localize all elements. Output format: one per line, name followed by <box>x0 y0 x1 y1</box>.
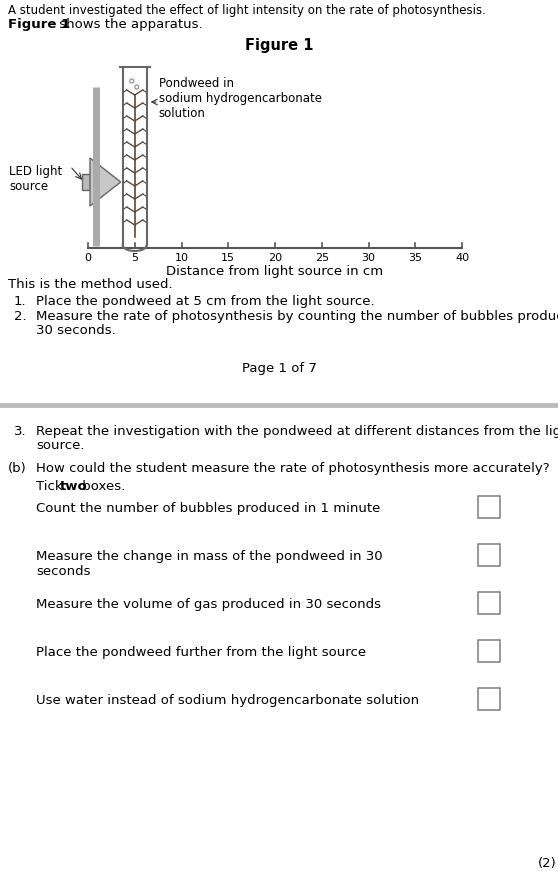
Text: source.: source. <box>36 439 84 452</box>
Text: Measure the change in mass of the pondweed in 30
seconds: Measure the change in mass of the pondwe… <box>36 550 383 578</box>
Text: Count the number of bubbles produced in 1 minute: Count the number of bubbles produced in … <box>36 502 381 515</box>
Text: 20: 20 <box>268 253 282 263</box>
Bar <box>478 640 500 662</box>
Text: Figure 1: Figure 1 <box>245 38 313 53</box>
Text: Use water instead of sodium hydrogencarbonate solution: Use water instead of sodium hydrogencarb… <box>36 694 419 707</box>
Text: 25: 25 <box>315 253 329 263</box>
Text: 30 seconds.: 30 seconds. <box>36 324 116 337</box>
Text: This is the method used.: This is the method used. <box>8 278 172 291</box>
Text: shows the apparatus.: shows the apparatus. <box>55 18 203 31</box>
Text: (2): (2) <box>538 857 557 870</box>
Bar <box>478 688 500 710</box>
Bar <box>478 592 500 614</box>
Text: 30: 30 <box>362 253 376 263</box>
Text: (b): (b) <box>8 462 27 475</box>
Text: Repeat the investigation with the pondweed at different distances from the light: Repeat the investigation with the pondwe… <box>36 425 558 438</box>
Text: Measure the rate of photosynthesis by counting the number of bubbles produced in: Measure the rate of photosynthesis by co… <box>36 310 558 323</box>
Text: 1.: 1. <box>14 295 27 308</box>
Text: Place the pondweed further from the light source: Place the pondweed further from the ligh… <box>36 646 366 659</box>
Text: 10: 10 <box>175 253 189 263</box>
Text: Page 1 of 7: Page 1 of 7 <box>242 362 316 375</box>
Text: 5: 5 <box>131 253 138 263</box>
Text: 35: 35 <box>408 253 422 263</box>
Text: 40: 40 <box>455 253 469 263</box>
Text: A student investigated the effect of light intensity on the rate of photosynthes: A student investigated the effect of lig… <box>8 4 486 17</box>
Bar <box>478 496 500 518</box>
Text: Pondweed in
sodium hydrogencarbonate
solution: Pondweed in sodium hydrogencarbonate sol… <box>158 77 322 120</box>
Text: Figure 1: Figure 1 <box>8 18 70 31</box>
Text: How could the student measure the rate of photosynthesis more accurately?: How could the student measure the rate o… <box>36 462 550 475</box>
Text: Distance from light source in cm: Distance from light source in cm <box>166 265 383 278</box>
Text: Measure the volume of gas produced in 30 seconds: Measure the volume of gas produced in 30… <box>36 598 381 611</box>
Text: 15: 15 <box>222 253 235 263</box>
Text: LED light
source: LED light source <box>9 165 62 193</box>
Bar <box>478 544 500 566</box>
Polygon shape <box>90 158 121 206</box>
Text: 0: 0 <box>84 253 92 263</box>
Text: Place the pondweed at 5 cm from the light source.: Place the pondweed at 5 cm from the ligh… <box>36 295 374 308</box>
Text: boxes.: boxes. <box>78 480 125 493</box>
Bar <box>82 174 90 190</box>
Text: Tick: Tick <box>36 480 67 493</box>
Text: 3.: 3. <box>14 425 27 438</box>
Text: 2.: 2. <box>14 310 27 323</box>
Text: two: two <box>60 480 88 493</box>
